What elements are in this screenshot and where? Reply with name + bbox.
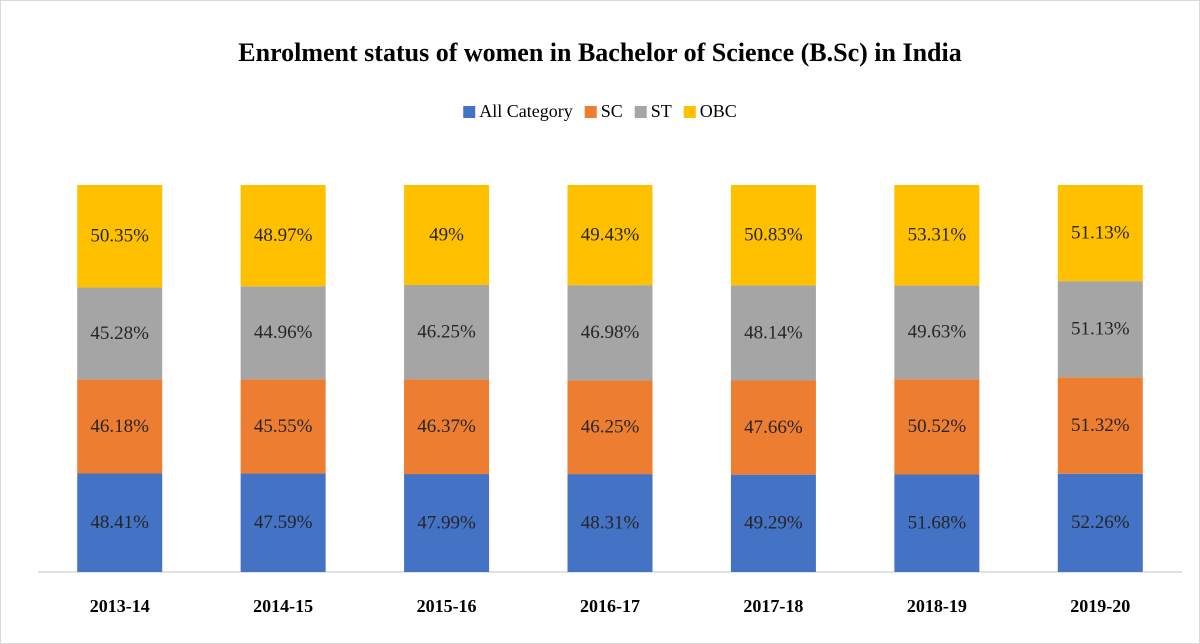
bar-segment bbox=[240, 185, 326, 287]
bar-segment bbox=[894, 474, 980, 572]
bar-segment bbox=[77, 473, 163, 572]
bar-segment bbox=[1057, 281, 1143, 378]
data-label: 51.13% bbox=[1071, 319, 1130, 340]
legend-swatch bbox=[683, 106, 696, 118]
data-label: 46.25% bbox=[581, 417, 640, 438]
legend-label: OBC bbox=[700, 101, 737, 121]
bar-segment bbox=[77, 185, 163, 288]
bar-segment bbox=[404, 379, 490, 475]
bar-segment bbox=[567, 185, 653, 286]
legend-label: SC bbox=[601, 101, 623, 121]
data-label: 50.52% bbox=[908, 416, 967, 437]
data-label: 47.99% bbox=[417, 512, 476, 533]
x-tick-label: 2015-16 bbox=[417, 596, 477, 616]
data-label: 50.35% bbox=[90, 226, 149, 247]
bar-segment bbox=[567, 285, 653, 381]
x-tick-label: 2017-18 bbox=[743, 596, 803, 616]
data-label: 47.59% bbox=[254, 512, 313, 533]
data-label: 48.41% bbox=[90, 512, 149, 533]
bar-segment bbox=[240, 473, 326, 572]
data-label: 46.18% bbox=[90, 416, 149, 437]
bar-segment bbox=[404, 285, 490, 380]
bar-segment bbox=[567, 380, 653, 475]
bar-segment bbox=[1057, 473, 1143, 572]
bar-segment bbox=[77, 379, 163, 474]
data-label: 49.43% bbox=[581, 224, 640, 245]
data-label: 47.66% bbox=[744, 417, 803, 438]
data-label: 50.83% bbox=[744, 225, 803, 246]
bar-segment bbox=[77, 287, 163, 380]
data-label: 53.31% bbox=[908, 225, 967, 246]
chart-title: Enrolment status of women in Bachelor of… bbox=[238, 38, 961, 67]
x-tick-label: 2016-17 bbox=[580, 596, 640, 616]
legend-swatch bbox=[463, 106, 476, 118]
legend-swatch bbox=[584, 106, 597, 118]
x-tick-label: 2018-19 bbox=[907, 596, 967, 616]
data-label: 48.14% bbox=[744, 322, 803, 343]
bar-segment bbox=[894, 185, 980, 286]
data-label: 48.31% bbox=[581, 512, 640, 533]
legend-swatch bbox=[634, 106, 647, 118]
legend-label: All Category bbox=[479, 101, 572, 121]
bar-segment bbox=[404, 185, 490, 286]
bar-segment bbox=[1057, 185, 1143, 282]
bar-segment bbox=[404, 474, 490, 572]
data-label: 51.13% bbox=[1071, 222, 1130, 243]
data-label: 44.96% bbox=[254, 322, 313, 343]
bar-segment bbox=[567, 474, 653, 572]
data-label: 49% bbox=[429, 224, 464, 245]
bar-segment bbox=[730, 474, 816, 572]
bar-segment bbox=[730, 285, 816, 381]
data-label: 49.63% bbox=[908, 322, 967, 343]
bar-segment bbox=[894, 285, 980, 380]
data-label: 46.98% bbox=[581, 322, 640, 343]
data-label: 46.37% bbox=[417, 416, 476, 437]
data-label: 48.97% bbox=[254, 225, 313, 246]
data-label: 45.55% bbox=[254, 416, 313, 437]
data-label: 51.68% bbox=[908, 513, 967, 534]
data-label: 46.25% bbox=[417, 322, 476, 343]
bar-segment bbox=[730, 380, 816, 475]
bar-segment bbox=[1057, 377, 1143, 474]
data-label: 51.32% bbox=[1071, 415, 1130, 436]
legend-label: ST bbox=[651, 101, 672, 121]
x-tick-label: 2013-14 bbox=[90, 596, 150, 616]
x-tick-label: 2019-20 bbox=[1070, 596, 1130, 616]
bar-segment bbox=[240, 286, 326, 380]
data-label: 49.29% bbox=[744, 513, 803, 534]
bar-segment bbox=[240, 379, 326, 474]
bar-segment bbox=[730, 185, 816, 286]
data-label: 52.26% bbox=[1071, 512, 1130, 533]
bar-segment bbox=[894, 379, 980, 475]
data-label: 45.28% bbox=[90, 323, 149, 344]
x-tick-label: 2014-15 bbox=[253, 596, 313, 616]
